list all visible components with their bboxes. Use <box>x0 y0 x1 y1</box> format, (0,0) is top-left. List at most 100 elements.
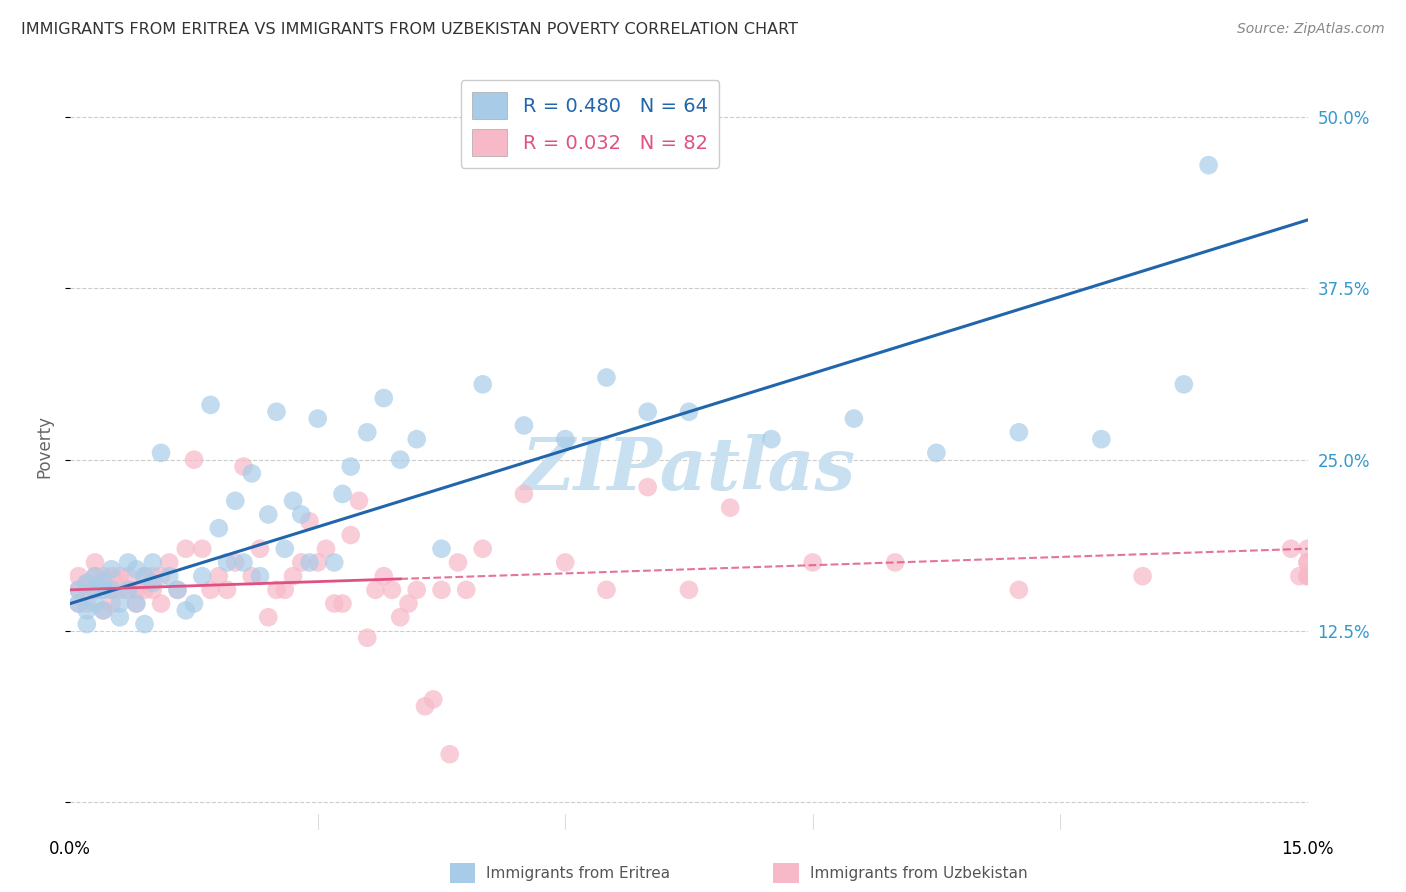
Point <box>398 597 420 611</box>
Point <box>91 569 114 583</box>
Point <box>405 582 427 597</box>
Point <box>125 582 148 597</box>
Point <box>249 541 271 556</box>
Point <box>513 418 536 433</box>
Point <box>76 576 98 591</box>
Point <box>67 582 90 597</box>
Point <box>76 576 98 591</box>
Point <box>208 521 231 535</box>
Point <box>447 556 470 570</box>
Point <box>67 569 90 583</box>
Point <box>513 487 536 501</box>
Point <box>142 582 165 597</box>
Point <box>1296 569 1319 583</box>
Point <box>240 467 263 481</box>
Point <box>100 582 122 597</box>
Point <box>718 500 741 515</box>
Point <box>117 582 139 597</box>
Point <box>157 556 180 570</box>
Point <box>1296 556 1319 570</box>
Point <box>84 569 107 583</box>
Point <box>422 692 444 706</box>
Point <box>637 480 659 494</box>
Point <box>215 556 238 570</box>
Point <box>224 556 246 570</box>
Point <box>125 562 148 576</box>
Text: IMMIGRANTS FROM ERITREA VS IMMIGRANTS FROM UZBEKISTAN POVERTY CORRELATION CHART: IMMIGRANTS FROM ERITREA VS IMMIGRANTS FR… <box>21 22 799 37</box>
Point <box>257 508 280 522</box>
Point <box>347 493 370 508</box>
Point <box>1296 556 1319 570</box>
Point <box>266 405 288 419</box>
Point <box>224 493 246 508</box>
Point <box>108 610 131 624</box>
Point <box>142 556 165 570</box>
Point <box>332 487 354 501</box>
Point <box>1008 425 1031 440</box>
Point <box>191 541 214 556</box>
Point <box>215 582 238 597</box>
Point <box>637 405 659 419</box>
Point <box>1090 432 1112 446</box>
Point <box>339 528 361 542</box>
Point <box>1296 541 1319 556</box>
Legend: R = 0.480   N = 64, R = 0.032   N = 82: R = 0.480 N = 64, R = 0.032 N = 82 <box>461 79 720 168</box>
Point <box>456 582 478 597</box>
Point <box>1132 569 1154 583</box>
Point <box>84 569 107 583</box>
Point <box>884 556 907 570</box>
Point <box>1288 569 1310 583</box>
Point <box>108 569 131 583</box>
Point <box>232 459 254 474</box>
Point <box>1173 377 1195 392</box>
Point <box>554 556 576 570</box>
Point <box>761 432 783 446</box>
Point <box>678 582 700 597</box>
Text: ZIPatlas: ZIPatlas <box>522 434 856 505</box>
Point <box>76 582 98 597</box>
Point <box>117 556 139 570</box>
Point <box>108 597 131 611</box>
Point <box>117 582 139 597</box>
Point <box>200 582 222 597</box>
Point <box>142 576 165 591</box>
Point <box>174 603 197 617</box>
Point <box>356 425 378 440</box>
Point <box>208 569 231 583</box>
Point <box>76 597 98 611</box>
Point <box>290 508 312 522</box>
Point <box>471 377 494 392</box>
Point <box>257 610 280 624</box>
Point <box>1008 582 1031 597</box>
Point <box>373 569 395 583</box>
Point <box>134 569 156 583</box>
Point <box>307 411 329 425</box>
Point <box>150 597 173 611</box>
Point <box>389 610 412 624</box>
Text: Immigrants from Eritrea: Immigrants from Eritrea <box>486 866 671 880</box>
Point <box>1279 541 1302 556</box>
Point <box>842 411 865 425</box>
Point <box>554 432 576 446</box>
Point <box>67 597 90 611</box>
Point <box>67 597 90 611</box>
Point <box>100 597 122 611</box>
Point <box>266 582 288 597</box>
Point <box>274 541 297 556</box>
Point <box>430 582 453 597</box>
Point <box>801 556 824 570</box>
Point <box>91 603 114 617</box>
Text: Immigrants from Uzbekistan: Immigrants from Uzbekistan <box>810 866 1028 880</box>
Point <box>91 603 114 617</box>
Point <box>298 514 321 528</box>
Point <box>134 582 156 597</box>
Point <box>142 569 165 583</box>
Point <box>389 452 412 467</box>
Point <box>298 556 321 570</box>
Point <box>405 432 427 446</box>
Point <box>166 582 188 597</box>
Point <box>595 582 617 597</box>
Point <box>76 603 98 617</box>
Point <box>339 459 361 474</box>
Point <box>439 747 461 762</box>
